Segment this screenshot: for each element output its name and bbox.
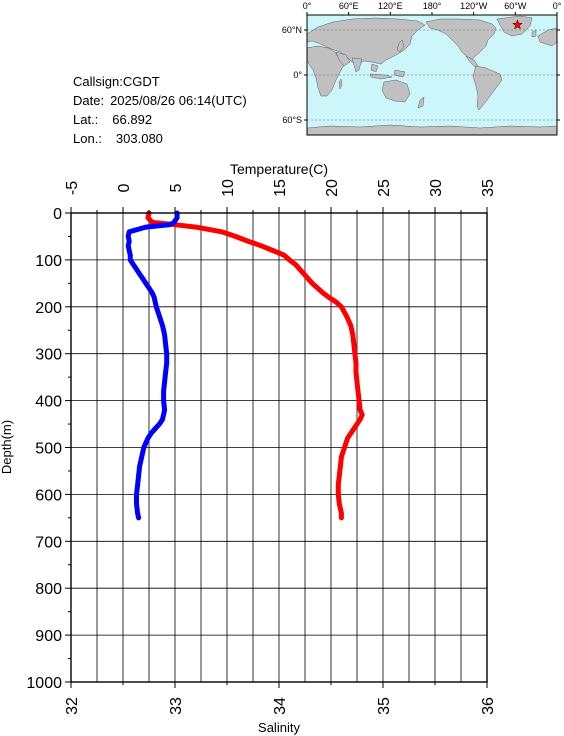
y-tick-label: 100	[35, 253, 62, 270]
bottom-tick-label: 33	[168, 697, 185, 715]
salinity-profile-line	[125, 210, 180, 521]
temperature-profile-line	[145, 210, 365, 521]
top-tick-label: 20	[324, 179, 341, 197]
y-tick-label: 300	[35, 347, 62, 364]
y-tick-label: 600	[35, 487, 62, 504]
y-tick-label: 1000	[26, 675, 62, 692]
y-tick-label: 800	[35, 581, 62, 598]
top-tick-label: 10	[220, 179, 237, 197]
map-lon-label: 180°	[423, 1, 442, 11]
bottom-tick-label: 32	[64, 697, 81, 715]
map-lat-label: 60°S	[282, 115, 302, 125]
map-lon-label: 0°	[303, 1, 312, 11]
lat-row: Lat.: 66.892	[73, 110, 247, 129]
top-tick-label: 30	[428, 179, 445, 197]
top-tick-label: 0	[116, 183, 133, 192]
lon-row: Lon.: 303.080	[73, 129, 247, 148]
date-value: 2025/08/26 06:14(UTC)	[110, 93, 247, 108]
top-axis-title: Temperature(C)	[230, 161, 328, 177]
callsign-value: CGDT	[122, 74, 160, 89]
y-tick-label: 500	[35, 441, 62, 458]
y-tick-label: 900	[35, 628, 62, 645]
top-tick-label: 25	[376, 179, 393, 197]
map-lon-label: 60°E	[339, 1, 359, 11]
date-row: Date: 2025/08/26 06:14(UTC)	[73, 91, 247, 110]
map-lon-label: 60°W	[504, 1, 527, 11]
callsign-row: Callsign:CGDT	[73, 72, 247, 91]
lat-label: Lat.:	[73, 112, 99, 127]
top-tick-label: 15	[272, 179, 289, 197]
map-graticule	[307, 29, 557, 121]
chart-grid	[70, 212, 488, 683]
chart-series	[125, 210, 365, 521]
map-lat-label: 60°N	[282, 25, 302, 35]
bottom-tick-label: 36	[480, 697, 497, 715]
bottom-tick-label: 35	[376, 697, 393, 715]
map-lon-label: 120°W	[460, 1, 488, 11]
map-labels: 0° 60°E 120°E 180° 120°W 60°W 0° 60°N 0° 60°S	[282, 1, 562, 125]
y-tick-label: 0	[53, 206, 62, 223]
y-tick-label: 200	[35, 300, 62, 317]
map-lat-label: 0°	[293, 70, 302, 80]
callsign-label: Callsign:	[73, 74, 123, 89]
map-lon-label: 0°	[553, 1, 562, 11]
y-axis-title: Depth(m)	[0, 420, 14, 474]
y-tick-label: 400	[35, 394, 62, 411]
bottom-tick-label: 34	[272, 697, 289, 715]
lon-value: 303.080	[115, 131, 163, 146]
lon-label: Lon.:	[73, 131, 102, 146]
station-info: Callsign:CGDT Date: 2025/08/26 06:14(UTC)…	[73, 72, 247, 148]
lat-value: 66.892	[112, 112, 153, 127]
y-tick-label: 700	[35, 534, 62, 551]
map-lon-label: 120°E	[378, 1, 403, 11]
bottom-axis-title: Salinity	[258, 720, 300, 735]
date-label: Date:	[73, 93, 105, 108]
station-marker-icon	[512, 19, 523, 30]
top-tick-label: -5	[64, 181, 81, 195]
top-tick-label: 5	[168, 183, 185, 192]
top-tick-label: 35	[480, 179, 497, 197]
station-star	[512, 19, 523, 30]
map-land	[306, 15, 558, 136]
